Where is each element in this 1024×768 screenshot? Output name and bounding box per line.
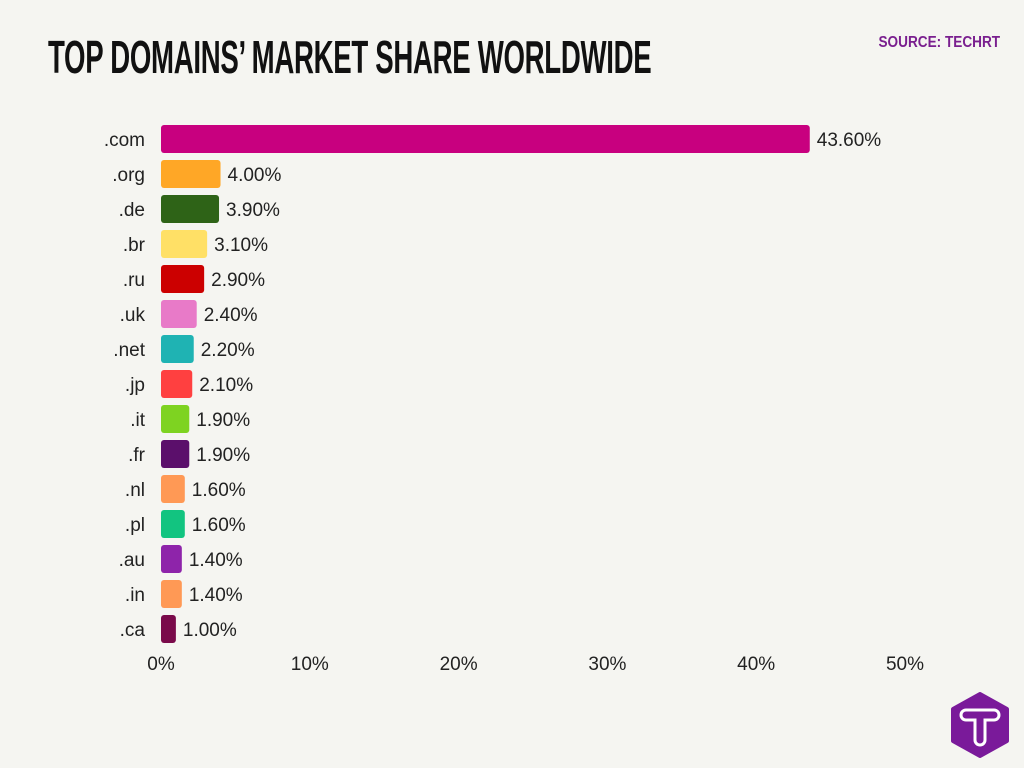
data-label: 3.90% bbox=[226, 200, 280, 221]
bar bbox=[161, 475, 185, 503]
category-label: .jp bbox=[125, 375, 145, 396]
bar bbox=[161, 230, 208, 258]
x-tick-label: 30% bbox=[588, 654, 626, 675]
category-label: .pl bbox=[125, 515, 145, 536]
bar bbox=[161, 265, 205, 293]
x-tick-label: 20% bbox=[440, 654, 478, 675]
source-label: SOURCE: TECHRT bbox=[878, 34, 1000, 51]
data-label: 1.60% bbox=[192, 515, 246, 536]
data-label: 1.40% bbox=[189, 550, 243, 571]
category-label: .de bbox=[119, 200, 145, 221]
bar bbox=[161, 405, 190, 433]
x-tick-label: 0% bbox=[147, 654, 175, 675]
bar bbox=[161, 370, 193, 398]
category-label: .fr bbox=[128, 445, 146, 466]
bar bbox=[161, 615, 176, 643]
data-label: 1.90% bbox=[196, 410, 250, 431]
category-label: .ca bbox=[120, 620, 146, 641]
data-label: 2.10% bbox=[199, 375, 253, 396]
x-tick-label: 40% bbox=[737, 654, 775, 675]
category-label: .com bbox=[104, 130, 145, 151]
data-label: 43.60% bbox=[817, 130, 882, 151]
data-label: 2.20% bbox=[201, 340, 255, 361]
category-label: .in bbox=[125, 585, 145, 606]
bar bbox=[161, 160, 221, 188]
bar bbox=[161, 335, 194, 363]
data-label: 1.00% bbox=[183, 620, 237, 641]
category-label: .org bbox=[112, 165, 145, 186]
data-label: 1.90% bbox=[196, 445, 250, 466]
category-label: .nl bbox=[125, 480, 145, 501]
data-label: 1.60% bbox=[192, 480, 246, 501]
bar bbox=[161, 580, 182, 608]
bar bbox=[161, 510, 185, 538]
category-label: .br bbox=[123, 235, 146, 256]
bar bbox=[161, 125, 810, 153]
x-tick-label: 50% bbox=[886, 654, 924, 675]
category-label: .net bbox=[113, 340, 145, 361]
bar bbox=[161, 545, 182, 573]
category-label: .ru bbox=[123, 270, 145, 291]
x-tick-label: 10% bbox=[291, 654, 329, 675]
bar bbox=[161, 300, 197, 328]
category-label: .uk bbox=[120, 305, 146, 326]
chart-title: TOP DOMAINS’ MARKET SHARE WORLDWIDE bbox=[48, 31, 652, 83]
techrt-logo bbox=[951, 692, 1009, 758]
data-label: 2.40% bbox=[204, 305, 258, 326]
category-label: .au bbox=[119, 550, 145, 571]
category-label: .it bbox=[130, 410, 146, 431]
bar bbox=[161, 195, 220, 223]
data-label: 2.90% bbox=[211, 270, 265, 291]
data-label: 1.40% bbox=[189, 585, 243, 606]
data-label: 4.00% bbox=[228, 165, 282, 186]
data-label: 3.10% bbox=[214, 235, 268, 256]
bar bbox=[161, 440, 190, 468]
